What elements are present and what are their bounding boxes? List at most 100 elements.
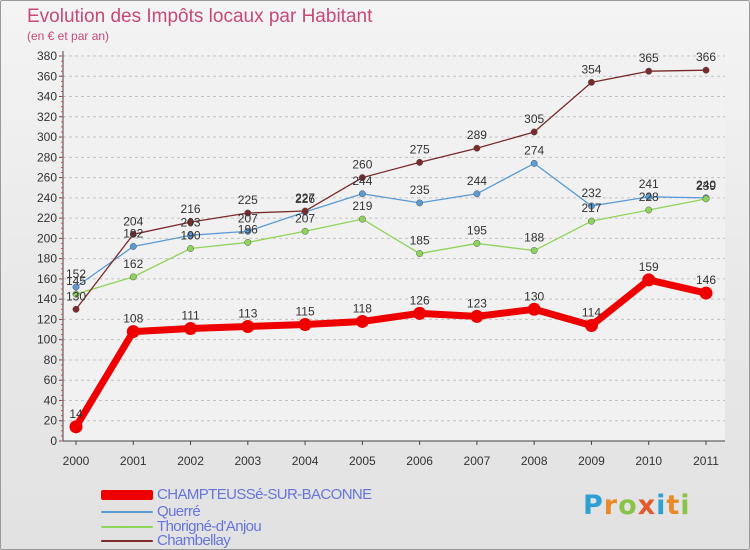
data-label: 239 (696, 179, 716, 193)
data-label: 118 (353, 301, 372, 315)
data-label: 365 (639, 51, 659, 65)
x-tick-label: 2004 (292, 454, 319, 468)
data-label: 185 (410, 234, 430, 248)
data-label: 274 (524, 143, 544, 157)
data-point (72, 283, 80, 291)
data-point (72, 305, 80, 313)
y-tick-label: 140 (37, 292, 57, 306)
data-point (358, 174, 366, 182)
y-tick-label: 40 (44, 393, 58, 407)
data-point (187, 245, 194, 252)
data-label: 235 (410, 183, 430, 197)
data-point (129, 243, 137, 250)
data-label: 216 (181, 202, 201, 216)
data-point (702, 195, 710, 203)
data-point (470, 309, 484, 323)
legend-label-querre: Querré (157, 503, 201, 520)
data-label: 152 (66, 267, 86, 281)
legend-swatch-chambellay (101, 540, 153, 542)
data-label: 289 (467, 128, 487, 142)
chart-title: Evolution des Impôts locaux par Habitant (27, 6, 373, 27)
data-point (588, 78, 595, 86)
x-tick-label: 2011 (693, 454, 719, 468)
data-point (358, 190, 366, 198)
data-point (473, 239, 481, 247)
data-point (473, 190, 481, 198)
y-tick-label: 260 (37, 171, 57, 185)
series-line-3 (75, 69, 707, 310)
data-point (416, 250, 424, 258)
data-label: 115 (296, 304, 315, 318)
data-label: 207 (238, 211, 258, 225)
legend-swatch-thorigne (101, 526, 153, 528)
data-point (187, 218, 194, 226)
data-label: 354 (581, 62, 601, 76)
data-point (244, 227, 252, 235)
data-label: 126 (410, 293, 430, 307)
data-label: 159 (639, 260, 659, 274)
data-label: 275 (410, 142, 430, 156)
x-tick-label: 2002 (177, 454, 204, 468)
data-point (413, 306, 427, 320)
data-point (588, 202, 595, 210)
x-tick-label: 2000 (63, 454, 90, 468)
data-label: 244 (352, 174, 372, 188)
data-label: 162 (123, 257, 143, 271)
data-point (241, 320, 255, 334)
y-tick-label: 220 (37, 211, 57, 225)
x-tick-label: 2005 (349, 454, 376, 468)
legend-label-champteusse: CHAMPTEUSSé-SUR-BACONNE (157, 486, 372, 503)
data-point (473, 144, 481, 152)
data-point (702, 66, 710, 74)
legend-swatch-querre (101, 511, 153, 513)
data-point (301, 207, 309, 215)
x-tick-label: 2007 (464, 454, 491, 468)
y-tick-label: 0 (50, 434, 57, 448)
data-label: 207 (295, 211, 315, 225)
data-label: 192 (123, 226, 143, 240)
data-label: 260 (352, 158, 372, 172)
y-tick-label: 120 (37, 312, 57, 326)
data-label: 227 (295, 191, 315, 205)
x-tick-label: 2001 (120, 454, 147, 468)
data-point (298, 317, 312, 331)
y-tick-label: 60 (44, 373, 58, 387)
data-point (645, 193, 653, 201)
data-point (126, 325, 140, 339)
y-tick-label: 20 (44, 414, 58, 428)
data-label: 130 (524, 289, 544, 303)
data-label: 14 (69, 407, 83, 421)
data-label: 190 (181, 229, 201, 243)
data-point (699, 286, 713, 300)
y-tick-label: 340 (37, 90, 57, 104)
y-tick-label: 240 (37, 191, 57, 205)
y-tick-label: 160 (37, 272, 57, 286)
x-tick-label: 2009 (578, 454, 605, 468)
data-label: 225 (238, 193, 258, 207)
data-label: 204 (123, 214, 143, 228)
data-label: 111 (181, 309, 200, 323)
data-point (584, 319, 598, 332)
data-point (129, 230, 137, 238)
data-point (530, 247, 538, 254)
data-label: 203 (181, 215, 201, 229)
data-label: 130 (66, 289, 86, 303)
y-tick-label: 200 (37, 231, 57, 245)
proxiti-logo: Proxiti (583, 490, 691, 521)
data-label: 244 (467, 174, 487, 188)
legend-swatch-champteusse (101, 490, 153, 500)
chart-subtitle: (en € et par an) (27, 29, 110, 43)
series-line-1 (75, 162, 707, 288)
data-label: 226 (295, 192, 315, 206)
data-label: 196 (238, 222, 258, 236)
data-label: 108 (123, 312, 143, 326)
data-point (416, 158, 424, 166)
y-tick-label: 320 (37, 110, 57, 124)
x-tick-label: 2010 (635, 454, 662, 468)
data-point (530, 159, 538, 167)
data-label: 228 (639, 190, 659, 204)
data-label: 123 (467, 296, 487, 310)
data-point (645, 206, 653, 214)
